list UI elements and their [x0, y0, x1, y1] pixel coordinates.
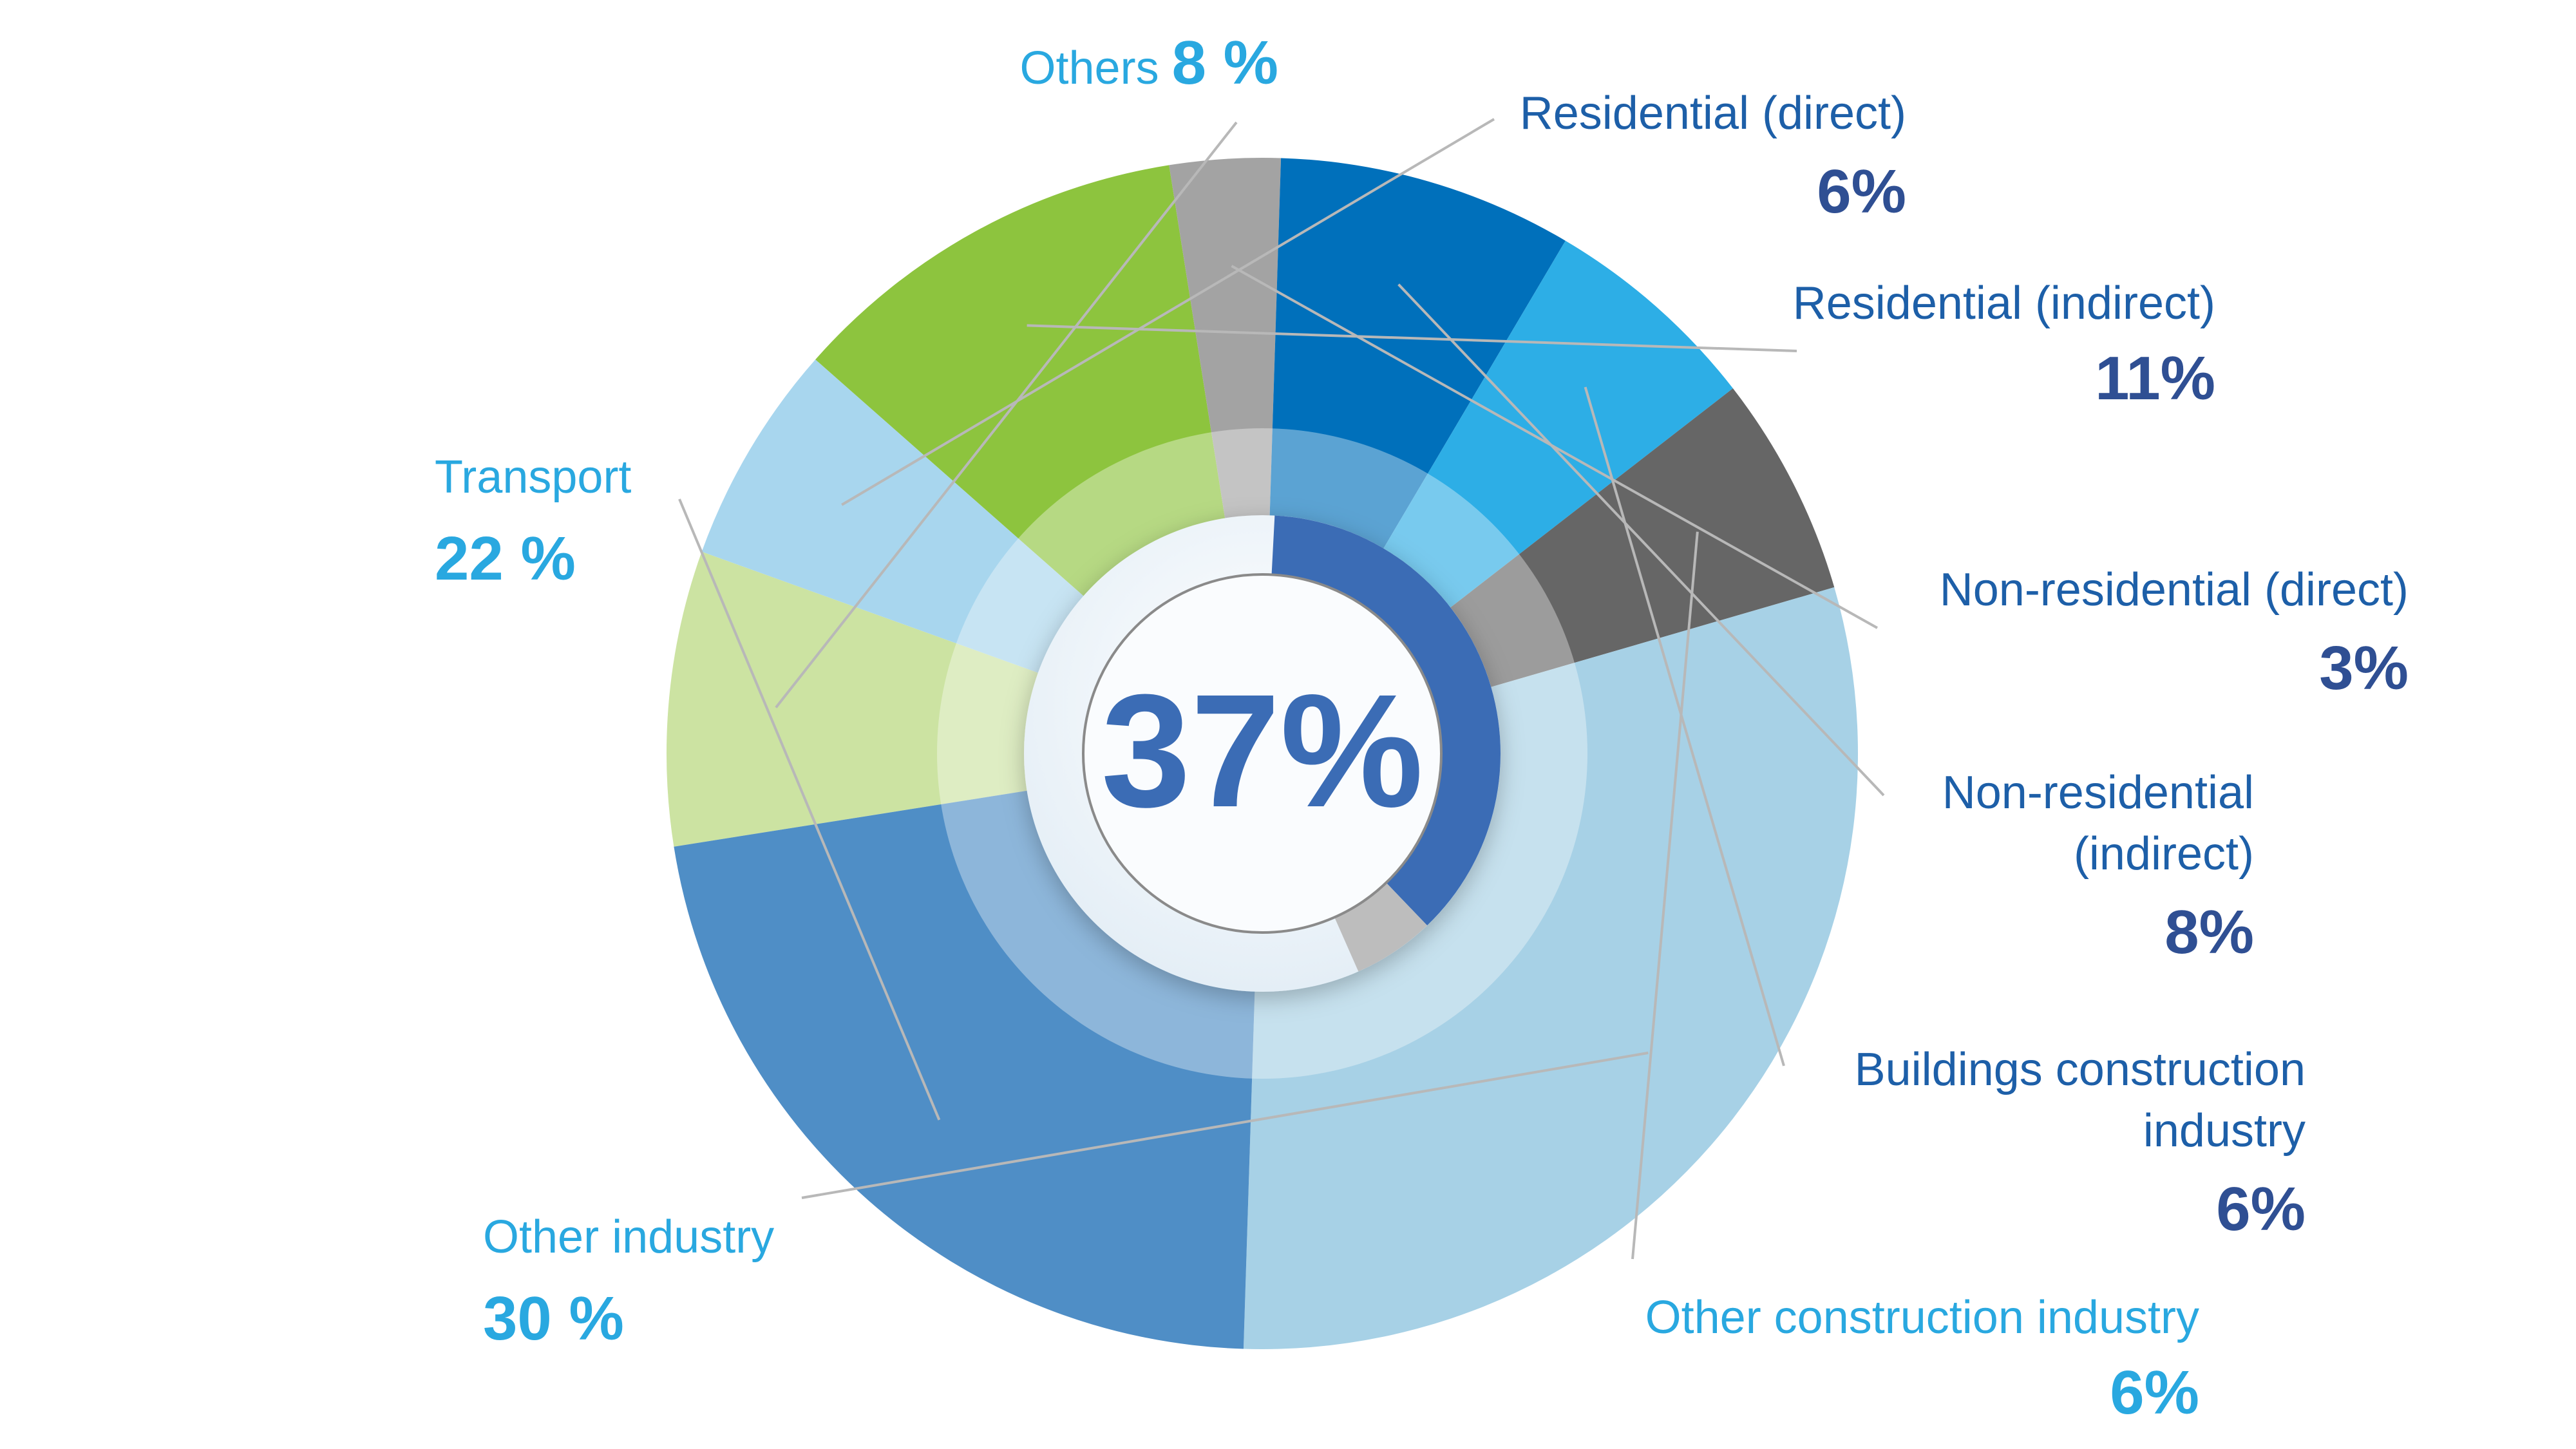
slice-label-non-residential-direct: Non-residential (direct) [1940, 564, 2409, 616]
slice-value-other-industry: 30 % [483, 1284, 624, 1353]
leader-line-other-construction-industry [1631, 531, 1699, 1260]
slice-label-residential-direct: Residential (direct) [1520, 88, 1906, 139]
slice-label-other-industry: Other industry [483, 1211, 774, 1263]
slice-label-buildings-construction-industry: Buildings construction [1855, 1044, 2306, 1095]
leader-line-buildings-construction-industry [1584, 386, 1785, 1066]
slice-label-non-residential-indirect-line-2: (indirect) [2074, 828, 2254, 880]
leader-line-residential-indirect [1027, 324, 1797, 352]
slice-label-transport: Transport [435, 451, 631, 503]
center-disc-inner [1082, 573, 1443, 934]
leader-line-other-industry [801, 1051, 1649, 1199]
leader-line-residential-direct [841, 118, 1495, 506]
slice-value-residential-indirect: 11% [2095, 344, 2215, 413]
slice-value-non-residential-indirect: 8% [2164, 898, 2254, 967]
slice-label-others: Others 8 % [1020, 28, 1279, 97]
slice-value-buildings-construction-industry: 6% [2216, 1175, 2306, 1244]
slice-label-residential-indirect: Residential (indirect) [1793, 278, 2215, 329]
slice-value-residential-direct: 6% [1817, 157, 1906, 226]
center-ring-arc-grey [1334, 882, 1428, 972]
slice-labels: Others 8 % Residential (direct) 6% Resident… [435, 28, 2409, 1427]
slice-label-buildings-construction-industry-line-2: industry [2143, 1105, 2306, 1157]
slice-value-non-residential-direct: 3% [2319, 634, 2409, 703]
leader-line-non-residential-indirect [1397, 283, 1885, 797]
leader-line-others [775, 121, 1238, 708]
slice-value-other-construction-industry: 6% [2110, 1358, 2199, 1427]
center-value: 37% [1101, 661, 1423, 840]
slice-label-non-residential-indirect: Non-residential [1942, 767, 2254, 819]
leader-lines [678, 118, 1885, 1260]
leader-line-transport [678, 498, 941, 1121]
slice-label-other-construction-industry: Other construction industry [1645, 1292, 2199, 1343]
slice-value-transport: 22 % [435, 524, 576, 593]
center-hub: 37% [937, 428, 1587, 1079]
center-ring-arc [1271, 515, 1501, 926]
